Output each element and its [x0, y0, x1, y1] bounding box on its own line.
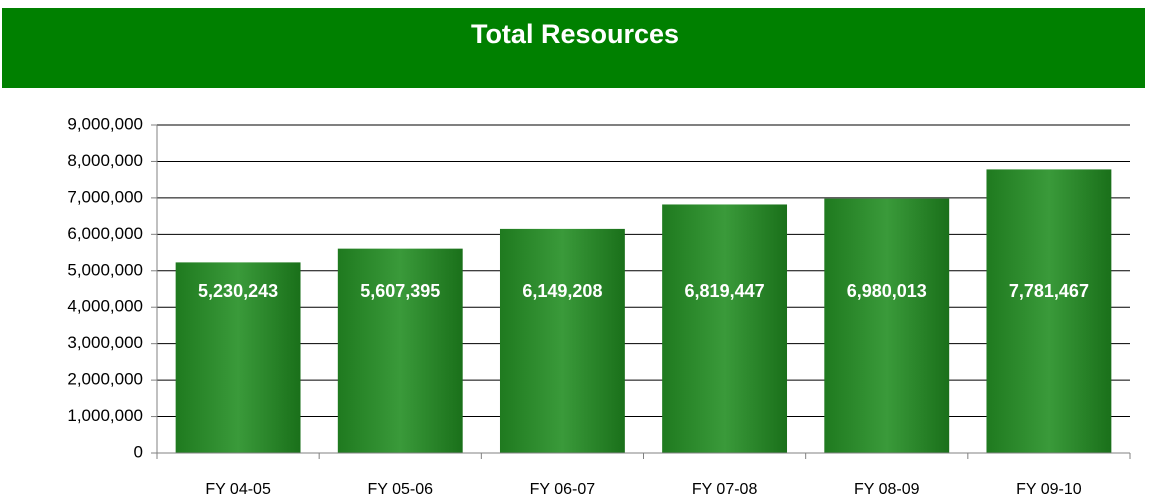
- bar: [175, 262, 301, 453]
- y-tick-label: 5,000,000: [67, 260, 143, 279]
- y-tick-label: 9,000,000: [67, 114, 143, 133]
- data-label: 7,781,467: [1009, 281, 1089, 301]
- bar: [662, 204, 788, 453]
- chart-title: Total Resources: [471, 19, 679, 49]
- x-tick-label: FY 04-05: [205, 481, 271, 498]
- y-tick-label: 0: [134, 442, 143, 461]
- y-tick-label: 2,000,000: [67, 370, 143, 389]
- data-label: 5,230,243: [198, 281, 278, 301]
- data-label: 6,819,447: [685, 281, 765, 301]
- x-tick-label: FY 06-07: [530, 481, 596, 498]
- y-tick-label: 6,000,000: [67, 224, 143, 243]
- bar: [824, 198, 950, 453]
- bar: [499, 228, 625, 453]
- y-tick-label: 7,000,000: [67, 187, 143, 206]
- y-tick-label: 4,000,000: [67, 297, 143, 316]
- x-tick-label: FY 09-10: [1016, 481, 1082, 498]
- data-label: 6,980,013: [847, 281, 927, 301]
- y-tick-label: 1,000,000: [67, 406, 143, 425]
- data-label: 5,607,395: [360, 281, 440, 301]
- title-banner: [2, 8, 1145, 88]
- y-tick-label: 3,000,000: [67, 333, 143, 352]
- data-label: 6,149,208: [522, 281, 602, 301]
- bar: [337, 248, 463, 453]
- bar: [986, 169, 1112, 453]
- x-tick-label: FY 08-09: [854, 481, 920, 498]
- x-tick-label: FY 05-06: [367, 481, 433, 498]
- x-tick-label: FY 07-08: [692, 481, 758, 498]
- y-tick-label: 8,000,000: [67, 151, 143, 170]
